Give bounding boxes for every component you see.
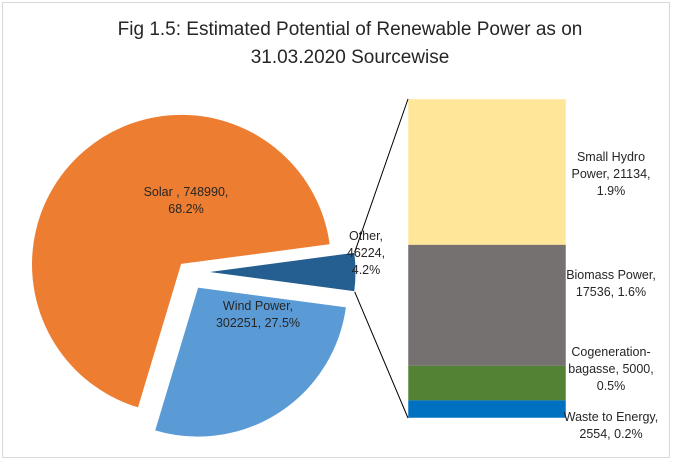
connector-line-top xyxy=(354,98,409,253)
chart-title: Fig 1.5: Estimated Potential of Renewabl… xyxy=(100,16,600,72)
chart-title-line-2: 31.03.2020 Sourcewise xyxy=(250,47,450,68)
pie-label-wind-power: Wind Power, xyxy=(223,299,293,313)
bar-label-small-hydro-power: 1.9% xyxy=(597,184,626,198)
pie-label-other: Other, xyxy=(349,229,383,243)
pie-label-other: 4.2% xyxy=(352,263,381,277)
bar-segment-small-hydro-power xyxy=(408,99,566,245)
bar-label-small-hydro-power: Power, 21134, xyxy=(572,167,651,181)
chart-title-line-1: Fig 1.5: Estimated Potential of Renewabl… xyxy=(117,19,583,40)
connector-line-bottom xyxy=(354,291,409,419)
pie-slice-solar xyxy=(31,113,331,409)
bar-label-waste-to-energy: 2554, 0.2% xyxy=(579,427,642,441)
pie-label-wind-power: 302251, 27.5% xyxy=(216,316,300,330)
bar-label-small-hydro-power: Small Hydro xyxy=(577,150,645,164)
bar-label-biomass-power: Biomass Power, xyxy=(566,268,656,282)
bar-label-biomass-power: 17536, 1.6% xyxy=(576,285,646,299)
bar-label-cogeneration-bagasse: Cogeneration- xyxy=(571,345,650,359)
pie-slice-wind-power xyxy=(153,286,348,438)
bar-segment-cogeneration-bagasse xyxy=(408,365,566,401)
bar-label-waste-to-energy: Waste to Energy, xyxy=(564,410,658,424)
bar-label-cogeneration-bagasse: bagasse, 5000, xyxy=(568,362,654,376)
pie-label-other: 46224, xyxy=(347,246,385,260)
bar-segment-waste-to-energy xyxy=(408,400,566,418)
bar-outline xyxy=(407,98,567,419)
bar-segment-biomass-power xyxy=(408,244,566,366)
pie-slice-other xyxy=(205,251,357,293)
pie-label-solar: Solar , 748990, xyxy=(144,185,229,199)
pie-label-solar: 68.2% xyxy=(168,202,203,216)
bar-label-cogeneration-bagasse: 0.5% xyxy=(597,379,626,393)
